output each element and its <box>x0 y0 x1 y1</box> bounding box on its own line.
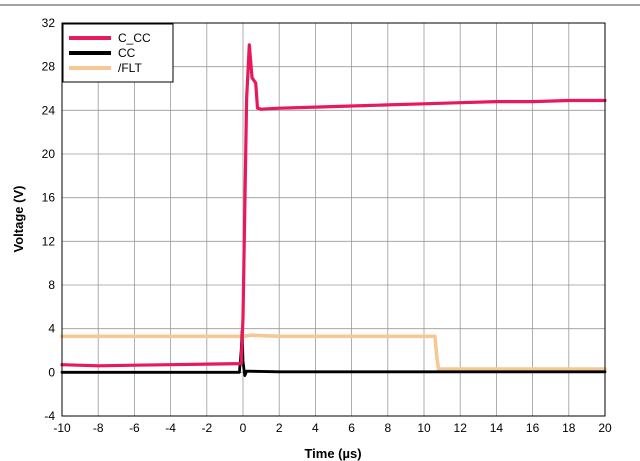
x-tick-label: -4 <box>165 421 176 435</box>
x-tick-label: -6 <box>129 421 140 435</box>
series-layer <box>60 43 607 378</box>
y-tick-label: 0 <box>48 365 55 379</box>
x-tick-label: 12 <box>454 421 468 435</box>
y-tick-label: 8 <box>48 278 55 292</box>
x-tick-label: 0 <box>240 421 247 435</box>
x-tick-labels: -10 -8 -6 -4 -2 0 2 4 6 8 10 12 14 16 18 20 <box>53 421 612 435</box>
x-tick-label: 6 <box>348 421 355 435</box>
y-tick-label: -4 <box>44 409 55 423</box>
legend-label: /FLT <box>118 61 142 75</box>
plot-frame <box>61 22 606 417</box>
grid <box>62 23 605 416</box>
x-axis-title: Time (µs) <box>304 446 361 461</box>
x-tick-label: 16 <box>526 421 540 435</box>
x-tick-label: 18 <box>562 421 576 435</box>
series-line-ccc <box>60 43 607 368</box>
legend-label: CC <box>118 46 136 60</box>
x-tick-label: -2 <box>201 421 212 435</box>
y-tick-label: 24 <box>42 103 56 117</box>
y-tick-label: 20 <box>42 147 56 161</box>
y-tick-label: 28 <box>42 60 56 74</box>
legend-label: C_CC <box>118 31 151 45</box>
x-tick-label: 10 <box>417 421 431 435</box>
plot-area <box>62 23 605 416</box>
x-tick-label: 2 <box>276 421 283 435</box>
y-tick-label: 32 <box>42 16 56 30</box>
y-tick-label: 12 <box>42 234 56 248</box>
y-tick-labels: -4 0 4 8 12 16 20 24 28 32 <box>42 16 56 423</box>
series-line-cc <box>60 329 607 378</box>
y-axis-title: Voltage (V) <box>11 186 26 253</box>
x-tick-label: 14 <box>490 421 504 435</box>
x-tick-label: 4 <box>312 421 319 435</box>
x-tick-label: 20 <box>598 421 612 435</box>
x-tick-label: -10 <box>53 421 71 435</box>
y-tick-label: 4 <box>48 322 55 336</box>
series-line-flt <box>60 333 607 371</box>
y-tick-label: 16 <box>42 191 56 205</box>
x-tick-label: -8 <box>93 421 104 435</box>
x-tick-label: 8 <box>384 421 391 435</box>
